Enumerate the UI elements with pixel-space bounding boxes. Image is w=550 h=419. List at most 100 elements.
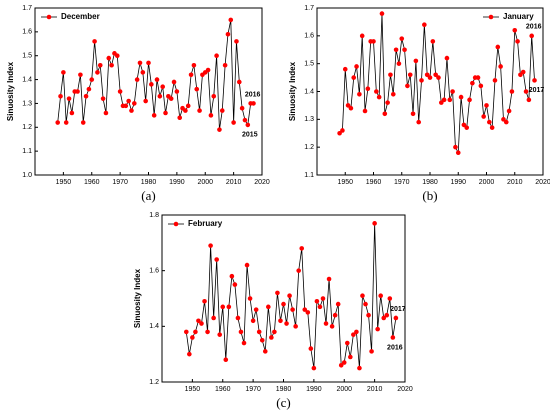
data-point: [69, 110, 75, 116]
data-point: [58, 93, 63, 99]
data-point: [63, 120, 69, 125]
data-point: [523, 89, 529, 94]
data-point: [262, 349, 268, 354]
legend-label: December: [61, 12, 100, 21]
annotation: 2016: [387, 344, 403, 351]
data-point: [376, 94, 382, 100]
data-point: [332, 312, 338, 318]
data-point: [374, 89, 379, 94]
data-point: [492, 78, 498, 83]
x-tick-label: 1960: [215, 386, 231, 393]
data-point: [366, 312, 371, 318]
data-point: [501, 117, 506, 122]
y-tick-label: 1.1: [304, 172, 314, 179]
data-point: [205, 67, 211, 73]
data-point: [61, 70, 66, 75]
data-point: [375, 326, 380, 332]
data-point: [244, 262, 250, 268]
x-tick-label: 2010: [367, 386, 383, 393]
data-point: [211, 315, 216, 321]
data-point: [197, 108, 202, 113]
data-point: [302, 307, 308, 312]
data-point: [381, 315, 387, 321]
y-tick-label: 1.4: [149, 323, 159, 330]
data-point: [369, 349, 374, 354]
data-point: [314, 298, 320, 304]
data-point: [247, 296, 253, 301]
data-point: [363, 301, 368, 307]
data-point: [393, 47, 399, 53]
data-point: [424, 72, 430, 78]
y-tick-label: 1.4: [22, 76, 32, 83]
data-point: [100, 96, 106, 101]
data-point: [278, 318, 283, 324]
x-tick-label: 1980: [276, 386, 292, 393]
data-point: [354, 64, 359, 69]
data-point: [410, 111, 416, 117]
x-tick-label: 2020: [397, 386, 413, 393]
data-point: [422, 22, 427, 28]
annotation: 2017: [390, 306, 406, 313]
data-point: [266, 304, 271, 310]
plot-frame: [316, 7, 544, 176]
data-point: [228, 17, 234, 23]
data-point: [461, 122, 467, 128]
data-point: [231, 120, 236, 125]
data-point: [239, 105, 245, 111]
legend-marker: [46, 14, 52, 20]
data-point: [335, 301, 341, 307]
data-point: [518, 72, 523, 78]
y-tick-label: 1.0: [22, 172, 32, 179]
x-tick-label: 2000: [336, 386, 352, 393]
x-tick-label: 2010: [226, 179, 242, 186]
data-point: [245, 122, 251, 128]
data-point: [384, 312, 390, 318]
data-point: [458, 94, 464, 100]
y-axis-label: Sinuosity Index: [6, 61, 15, 121]
legend-label: January: [503, 12, 534, 21]
series-line: [339, 13, 535, 155]
x-tick-label: 2000: [197, 179, 213, 186]
data-point: [190, 335, 195, 340]
data-point: [217, 332, 223, 337]
data-point: [345, 103, 351, 108]
data-point: [232, 282, 238, 287]
data-point: [308, 346, 314, 351]
x-tick-label: 1950: [337, 179, 353, 186]
data-point: [453, 144, 458, 150]
y-tick-label: 1.6: [22, 29, 32, 36]
annotation: 2015: [242, 132, 258, 139]
data-point: [387, 296, 393, 301]
data-point: [97, 62, 103, 68]
data-point: [208, 243, 213, 248]
data-point: [123, 103, 129, 109]
data-point: [235, 315, 241, 321]
data-point: [219, 108, 225, 113]
data-point: [329, 324, 335, 329]
data-point: [205, 329, 210, 335]
data-point: [214, 257, 219, 262]
y-tick-label: 1.2: [22, 124, 32, 131]
data-point: [430, 39, 436, 44]
data-point: [526, 97, 532, 103]
x-tick-label: 2020: [254, 179, 270, 186]
data-point: [191, 62, 197, 68]
data-point: [251, 101, 256, 106]
y-tick-label: 1.2: [304, 144, 314, 151]
data-point: [140, 70, 146, 75]
x-tick-label: 2010: [507, 179, 523, 186]
data-point: [146, 60, 151, 66]
data-point: [253, 307, 259, 312]
data-point: [117, 89, 123, 94]
data-point: [436, 75, 441, 80]
data-point: [256, 329, 262, 335]
x-tick-label: 2020: [535, 179, 550, 186]
data-point: [433, 72, 438, 78]
annotation: 2016: [245, 91, 261, 98]
data-point: [269, 335, 274, 340]
data-point: [202, 298, 207, 304]
data-point: [242, 117, 248, 123]
data-point: [234, 39, 239, 44]
data-point: [194, 86, 200, 92]
